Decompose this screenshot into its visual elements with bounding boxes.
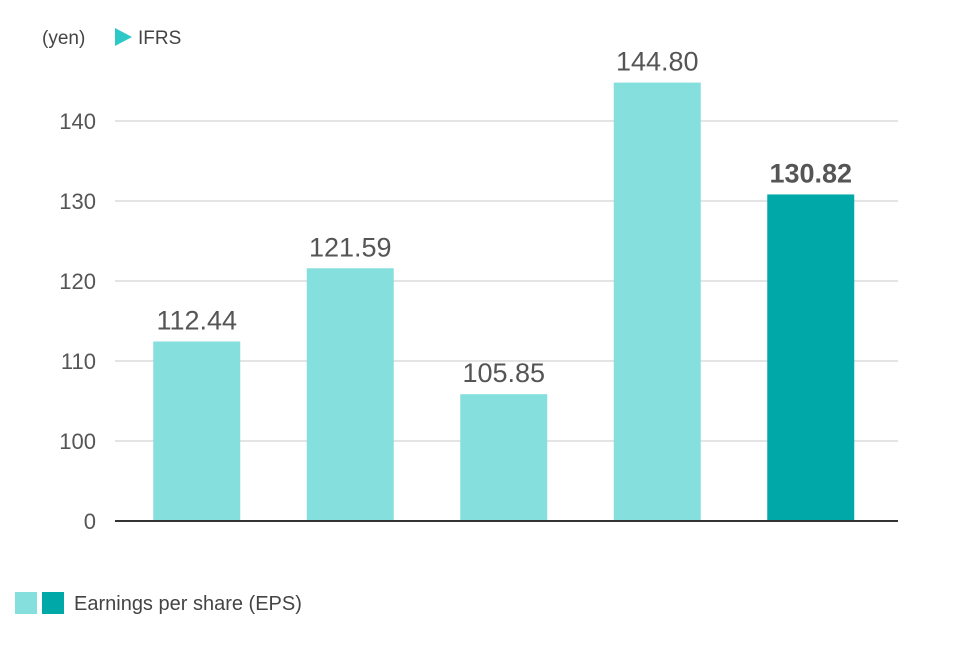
ifrs-play-icon (115, 28, 132, 46)
y-tick-label: 130 (59, 189, 96, 214)
y-tick-label: 110 (61, 349, 96, 374)
legend-label: Earnings per share (EPS) (74, 593, 302, 615)
bars (153, 82, 855, 521)
data-label: 130.82 (769, 158, 852, 188)
y-axis-ticks: 0 100 110 120 130 140 (59, 109, 96, 534)
bar (153, 341, 241, 521)
y-tick-label: 120 (59, 269, 96, 294)
y-tick-label: 100 (59, 429, 96, 454)
data-labels: 112.44 121.59 105.85 144.80 130.82 (156, 47, 852, 389)
y-tick-label: 140 (59, 109, 96, 134)
bar (613, 82, 701, 521)
bar (306, 268, 394, 521)
y-tick-label: 0 (84, 509, 96, 534)
data-label: 144.80 (616, 47, 699, 77)
legend-swatch-dark (42, 592, 64, 614)
data-label: 105.85 (462, 358, 545, 388)
legend-swatch-light (15, 592, 37, 614)
data-label: 121.59 (309, 232, 392, 262)
ifrs-label: IFRS (138, 28, 181, 49)
bar (767, 194, 855, 521)
y-unit-label: (yen) (42, 28, 85, 49)
bar (460, 394, 548, 521)
data-label: 112.44 (156, 305, 237, 335)
